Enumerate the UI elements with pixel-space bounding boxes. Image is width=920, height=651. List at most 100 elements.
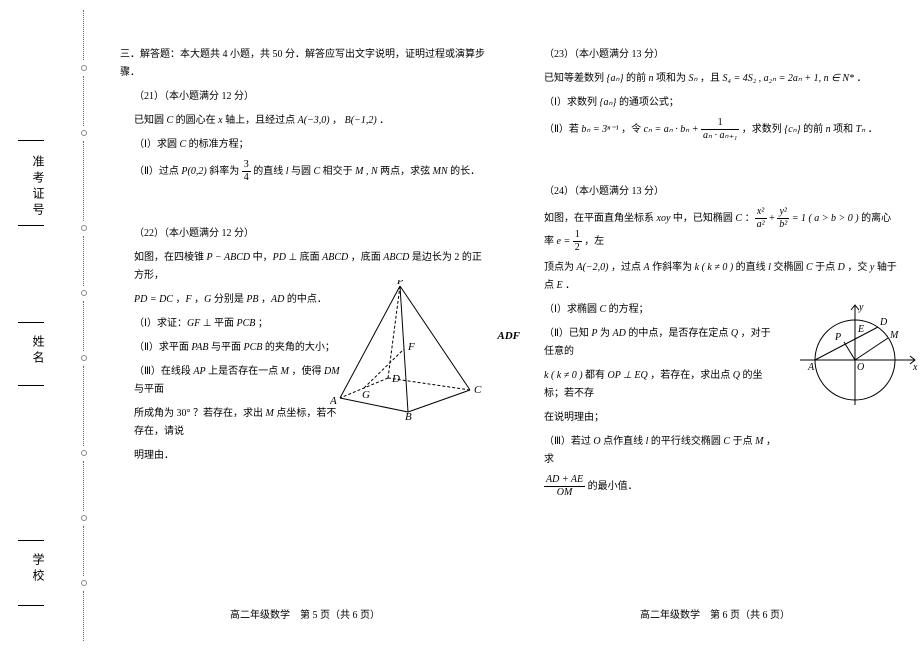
t: 所成角为 <box>134 408 177 419</box>
q21-stem: 已知圆 C 的圆心在 x 轴上，且经过点 A(−3,0) ， B(−1,2) ． <box>120 112 490 130</box>
t: 如图，在平面直角坐标系 <box>544 213 657 224</box>
m: OP ⊥ EQ <box>608 370 648 381</box>
t: （Ⅰ）求椭圆 <box>544 304 599 315</box>
q24-l1: 如图，在平面直角坐标系 xoy 中，已知椭圆 C ：x²a² + y²b² = … <box>530 207 900 253</box>
t: 于点 <box>730 436 755 447</box>
t: 项和 <box>831 124 856 135</box>
t: 的前 <box>801 124 826 135</box>
t: 交椭圆 <box>771 262 806 273</box>
t: 的通项公式； <box>616 97 679 108</box>
frac: AD + AEOM <box>544 475 585 498</box>
den: OM <box>544 487 585 498</box>
t: （Ⅱ）若 <box>544 124 581 135</box>
num: AD + AE <box>544 475 585 487</box>
axis-x: x <box>912 362 918 373</box>
q24-p1: （Ⅰ）求椭圆 C 的方程； <box>530 301 780 319</box>
q24-p3l1: （Ⅲ）若过 O 点作直线 l 的平行线交椭圆 C 于点 M ，求 <box>530 433 780 469</box>
t: （Ⅰ）求圆 <box>134 139 179 150</box>
t: ，求数列 <box>739 124 784 135</box>
pt-D: D <box>391 373 400 385</box>
pt-C: C <box>474 384 482 396</box>
m: bₙ = 3ⁿ⁻¹ <box>581 124 618 135</box>
binding-label-school: 学校 <box>30 553 47 585</box>
t: 的中点． <box>284 294 327 305</box>
t: ，若存在，求出点 <box>648 370 733 381</box>
t: ， <box>259 294 272 305</box>
binding-margin: 准考证号 姓名 学校 <box>0 0 90 651</box>
t: 中，已知椭圆 <box>670 213 735 224</box>
m: M , N <box>355 166 378 177</box>
axis-y: y <box>858 302 864 313</box>
t: ，令 <box>619 124 644 135</box>
pt-P: P <box>396 280 404 287</box>
den: 4 <box>242 172 251 183</box>
t: （Ⅲ）在线段 <box>134 366 193 377</box>
t: 的长． <box>448 166 481 177</box>
den: 2 <box>573 242 582 253</box>
q22-p3l3: 明理由． <box>120 447 490 465</box>
t: 作斜率为 <box>650 262 695 273</box>
t: 与平面 <box>208 342 243 353</box>
q22-p3l2: 所成角为 30° ？若存在，求出 M 点坐标，若不存在，请说 <box>120 405 340 441</box>
t: 分别是 <box>211 294 246 305</box>
t: ，底面 <box>348 252 383 263</box>
q22-p2: （Ⅱ）求平面 PAB 与平面 PCB 的夹角的大小； <box>120 339 340 357</box>
t: ， <box>192 294 205 305</box>
t: ． <box>865 124 878 135</box>
q24-p2l1: （Ⅱ）已知 P 为 AD 的中点，是否存在定点 Q ，对于任意的 <box>530 325 780 361</box>
m: O <box>593 436 600 447</box>
num: x² <box>755 207 767 219</box>
t: 上是否存在一点 <box>206 366 281 377</box>
m: P(0,2) <box>181 166 206 177</box>
t: ： <box>742 213 755 224</box>
t: （Ⅰ）求数列 <box>544 97 599 108</box>
t: 轴上，且经过点 <box>223 115 298 126</box>
q23-p2: （Ⅱ）若 bₙ = 3ⁿ⁻¹ ，令 cₙ = aₙ · bₙ + 1aₙ · a… <box>530 118 900 141</box>
m: PCB <box>237 318 256 329</box>
pt-E: E <box>857 324 864 335</box>
den: aₙ · aₙ₊₁ <box>701 130 739 141</box>
m: AD <box>613 328 626 339</box>
t: 的夹角的大小； <box>262 342 335 353</box>
q22-p1: （Ⅰ）求证：GF ⊥ 平面 PCB ； <box>120 315 340 333</box>
page-left: 三．解答题：本大题共 4 小题，共 50 分．解答应写出文字说明，证明过程或演算… <box>100 0 510 651</box>
m: Q <box>733 370 740 381</box>
q24-l2: 顶点为 A(−2,0) ，过点 A 作斜率为 k ( k ≠ 0 ) 的直线 l… <box>530 259 900 295</box>
t: （Ⅰ）求证： <box>134 318 187 329</box>
t: 与平面 <box>134 384 164 395</box>
den: b² <box>777 219 789 230</box>
t: （Ⅱ）已知 <box>544 328 591 339</box>
t: 两点，求弦 <box>378 166 433 177</box>
t: 都有 <box>583 370 608 381</box>
m: AD <box>271 294 284 305</box>
binding-label-exam-id: 准考证号 <box>30 155 47 219</box>
t: ，过点 <box>609 262 644 273</box>
t: ？若存在，求出 <box>191 408 266 419</box>
t: 的标准方程； <box>186 139 249 150</box>
t: ，使得 <box>289 366 324 377</box>
m: xoy <box>657 213 671 224</box>
t: 相交于 <box>320 166 355 177</box>
t: ， <box>173 294 186 305</box>
m: e = <box>557 236 573 247</box>
pt-P: P <box>834 332 841 343</box>
t: 的中点，是否存在定点 <box>626 328 731 339</box>
t: 斜率为 <box>207 166 242 177</box>
pt-O: O <box>857 362 864 373</box>
t: 的直线 <box>733 262 768 273</box>
pt-M: M <box>889 330 899 341</box>
m: {aₙ} <box>607 73 624 84</box>
t: 已知等差数列 <box>544 73 607 84</box>
m: 30° <box>177 408 191 419</box>
m: {aₙ} <box>599 97 616 108</box>
pt-G: G <box>362 389 370 401</box>
m: C <box>806 262 813 273</box>
m: PCB <box>243 342 262 353</box>
t: 顶点为 <box>544 262 577 273</box>
pt-B: B <box>405 411 412 420</box>
num: 1 <box>701 118 739 130</box>
page-right-footer: 高二年级数学 第 6 页（共 6 页） <box>510 606 920 621</box>
t: 的方程； <box>606 304 649 315</box>
m: cₙ = aₙ · bₙ + <box>644 124 701 135</box>
q23-title: （23）（本小题满分 13 分） <box>530 46 900 64</box>
